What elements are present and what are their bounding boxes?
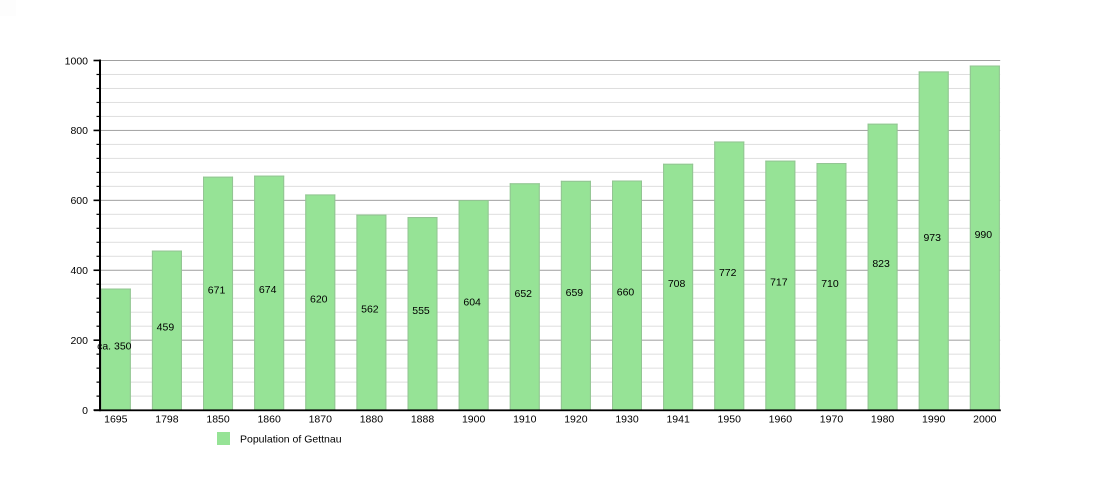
svg-text:674: 674 <box>259 284 277 296</box>
svg-text:1880: 1880 <box>360 413 384 425</box>
svg-text:555: 555 <box>412 305 430 317</box>
svg-text:1990: 1990 <box>922 413 946 425</box>
svg-text:1980: 1980 <box>871 413 895 425</box>
svg-text:973: 973 <box>923 232 941 244</box>
svg-text:710: 710 <box>821 278 839 290</box>
svg-text:Population of Gettnau: Population of Gettnau <box>240 434 342 446</box>
svg-text:772: 772 <box>719 267 737 279</box>
svg-text:1930: 1930 <box>615 413 639 425</box>
svg-text:459: 459 <box>157 322 175 334</box>
svg-text:2000: 2000 <box>973 413 997 425</box>
svg-text:1870: 1870 <box>309 413 333 425</box>
svg-text:1950: 1950 <box>718 413 742 425</box>
svg-text:708: 708 <box>668 278 686 290</box>
svg-text:1798: 1798 <box>155 413 179 425</box>
svg-text:1920: 1920 <box>564 413 588 425</box>
svg-text:600: 600 <box>70 195 88 207</box>
svg-text:620: 620 <box>310 294 328 306</box>
svg-text:823: 823 <box>872 258 890 270</box>
svg-text:1850: 1850 <box>206 413 230 425</box>
svg-text:652: 652 <box>514 288 532 300</box>
svg-text:1860: 1860 <box>257 413 281 425</box>
svg-text:1000: 1000 <box>65 55 89 67</box>
svg-text:1960: 1960 <box>769 413 793 425</box>
svg-text:ca. 350: ca. 350 <box>97 341 132 353</box>
svg-text:990: 990 <box>975 229 993 241</box>
svg-text:800: 800 <box>70 125 88 137</box>
svg-text:400: 400 <box>70 265 88 277</box>
svg-text:671: 671 <box>208 285 226 297</box>
svg-text:659: 659 <box>566 287 584 299</box>
svg-text:1888: 1888 <box>411 413 435 425</box>
svg-text:1695: 1695 <box>104 413 128 425</box>
svg-text:660: 660 <box>617 287 635 299</box>
svg-text:562: 562 <box>361 304 379 316</box>
svg-text:1970: 1970 <box>820 413 844 425</box>
svg-text:717: 717 <box>770 277 788 289</box>
svg-text:200: 200 <box>70 335 88 347</box>
svg-text:1910: 1910 <box>513 413 537 425</box>
svg-text:1941: 1941 <box>666 413 690 425</box>
svg-text:604: 604 <box>463 296 481 308</box>
svg-text:1900: 1900 <box>462 413 486 425</box>
svg-text:0: 0 <box>82 405 88 417</box>
